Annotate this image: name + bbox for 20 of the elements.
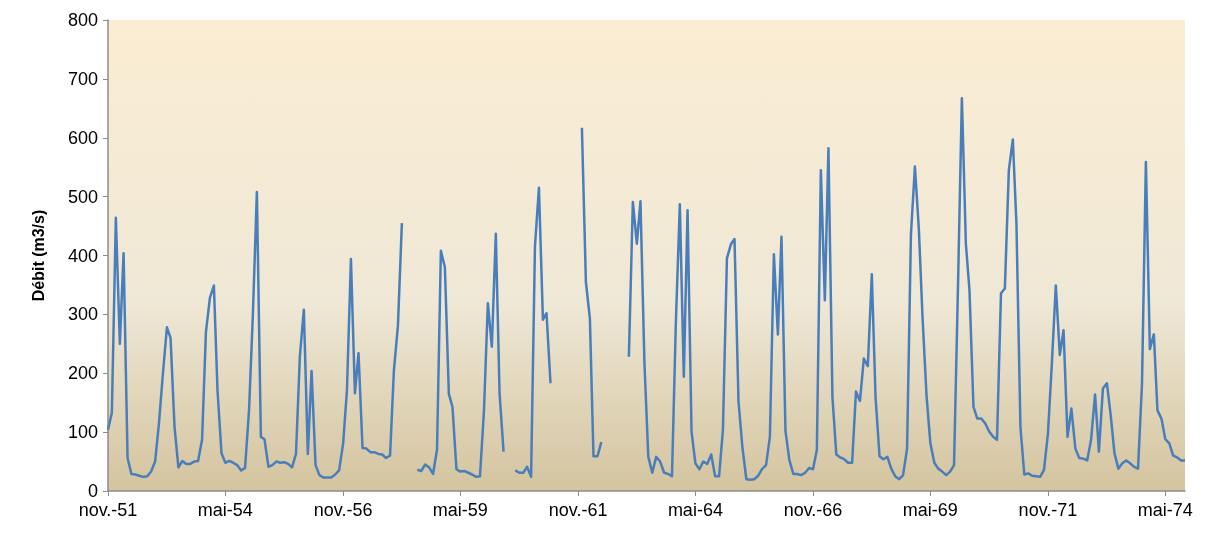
y-axis-title: Débit (m3/s) [29, 209, 47, 302]
x-tick-label: nov.-66 [783, 500, 843, 520]
y-tick-label: 200 [67, 363, 98, 384]
y-tick-label: 400 [67, 245, 98, 266]
x-tick-label: mai-59 [432, 500, 488, 520]
y-tick-label: 600 [67, 127, 98, 148]
y-tick-label: 800 [67, 10, 98, 30]
x-tick-label: mai-69 [902, 500, 958, 520]
x-tick-label: mai-74 [1137, 500, 1193, 520]
y-tick-label: 700 [67, 68, 98, 89]
x-tick-label: nov.-51 [78, 500, 138, 520]
x-tick-label: nov.-61 [548, 500, 608, 520]
y-tick-label: 500 [67, 186, 98, 207]
x-tick-label: nov.-56 [313, 500, 373, 520]
x-tick-label: nov.-71 [1018, 500, 1078, 520]
y-tick-label: 100 [67, 422, 98, 443]
y-tick-label: 300 [67, 304, 98, 325]
x-tick-label: mai-54 [197, 500, 253, 520]
y-tick-label: 0 [87, 481, 98, 501]
x-tick-label: mai-64 [667, 500, 723, 520]
